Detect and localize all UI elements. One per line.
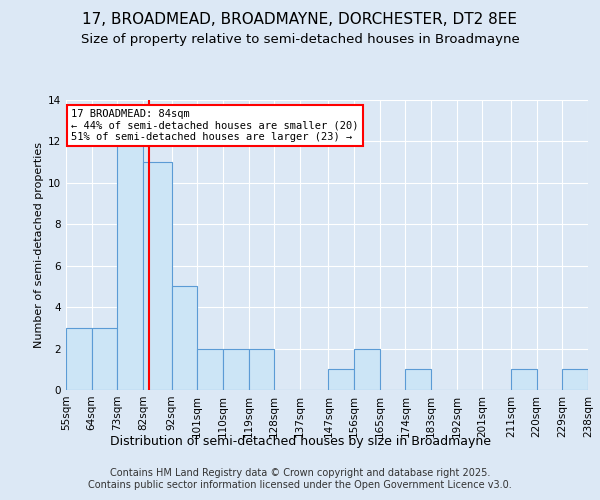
Bar bbox=[118, 142, 143, 390]
Bar bbox=[562, 370, 588, 390]
Text: 17 BROADMEAD: 84sqm
← 44% of semi-detached houses are smaller (20)
51% of semi-d: 17 BROADMEAD: 84sqm ← 44% of semi-detach… bbox=[71, 108, 359, 142]
Bar bbox=[172, 286, 197, 390]
Bar bbox=[197, 348, 223, 390]
Bar bbox=[92, 328, 118, 390]
Text: Contains HM Land Registry data © Crown copyright and database right 2025.
Contai: Contains HM Land Registry data © Crown c… bbox=[88, 468, 512, 490]
Bar bbox=[354, 348, 380, 390]
Bar bbox=[406, 370, 431, 390]
Text: Distribution of semi-detached houses by size in Broadmayne: Distribution of semi-detached houses by … bbox=[110, 435, 491, 448]
Bar bbox=[511, 370, 536, 390]
Text: Size of property relative to semi-detached houses in Broadmayne: Size of property relative to semi-detach… bbox=[80, 32, 520, 46]
Bar bbox=[143, 162, 172, 390]
Bar bbox=[328, 370, 354, 390]
Y-axis label: Number of semi-detached properties: Number of semi-detached properties bbox=[34, 142, 44, 348]
Bar bbox=[223, 348, 248, 390]
Text: 17, BROADMEAD, BROADMAYNE, DORCHESTER, DT2 8EE: 17, BROADMEAD, BROADMAYNE, DORCHESTER, D… bbox=[83, 12, 517, 28]
Bar bbox=[248, 348, 274, 390]
Bar bbox=[66, 328, 92, 390]
